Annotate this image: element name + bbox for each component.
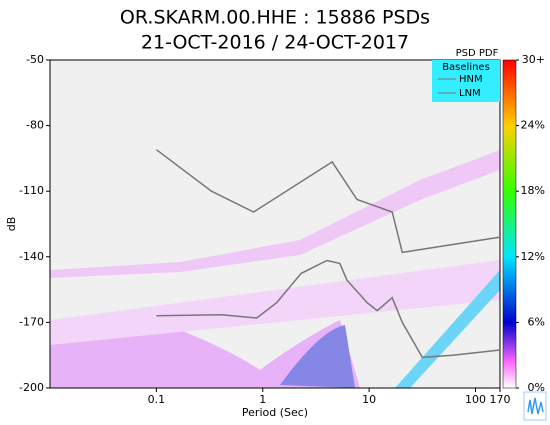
legend-label: LNM xyxy=(459,88,481,99)
y-tick-label: -200 xyxy=(19,381,44,394)
colorbar xyxy=(502,59,517,389)
legend-label: HNM xyxy=(459,74,483,85)
density-decoration xyxy=(50,150,500,388)
logo-wave xyxy=(527,397,544,415)
colorbar-tick-label: 6% xyxy=(528,315,545,328)
colorbar-tick-label: 30+ xyxy=(522,53,545,66)
colorbar-tick-label: 12% xyxy=(521,250,545,263)
baseline-line xyxy=(156,259,501,359)
colorbar-tick-label: 24% xyxy=(521,119,545,132)
chart-title: OR.SKARM.00.HHE : 15886 PSDs xyxy=(120,7,430,29)
plot-frame xyxy=(49,59,501,389)
legend-title: Baselines xyxy=(442,62,490,73)
logo xyxy=(523,391,547,421)
legend-box xyxy=(432,60,500,102)
x-axis-label: Period (Sec) xyxy=(242,406,308,419)
x-tick-label: 0.1 xyxy=(148,393,166,406)
y-tick-label: -50 xyxy=(26,53,44,66)
x-tick-label: 1 xyxy=(259,393,266,406)
y-tick-label: -140 xyxy=(19,250,44,263)
y-tick-label: -80 xyxy=(26,119,44,132)
colorbar-tick-label: 18% xyxy=(521,184,545,197)
y-axis-label: dB xyxy=(5,217,18,232)
chart-subtitle: 21-OCT-2016 / 24-OCT-2017 xyxy=(141,32,409,54)
x-tick-label: 170 xyxy=(490,393,511,406)
axes xyxy=(46,59,501,392)
baseline-line xyxy=(155,149,501,254)
colorbar-tick-label: 0% xyxy=(528,381,545,394)
y-tick-label: -110 xyxy=(19,184,44,197)
x-tick-label: 100 xyxy=(465,393,486,406)
x-tick-label: 10 xyxy=(362,393,376,406)
legend-header: PSD PDF xyxy=(456,48,499,59)
y-tick-label: -170 xyxy=(19,315,44,328)
